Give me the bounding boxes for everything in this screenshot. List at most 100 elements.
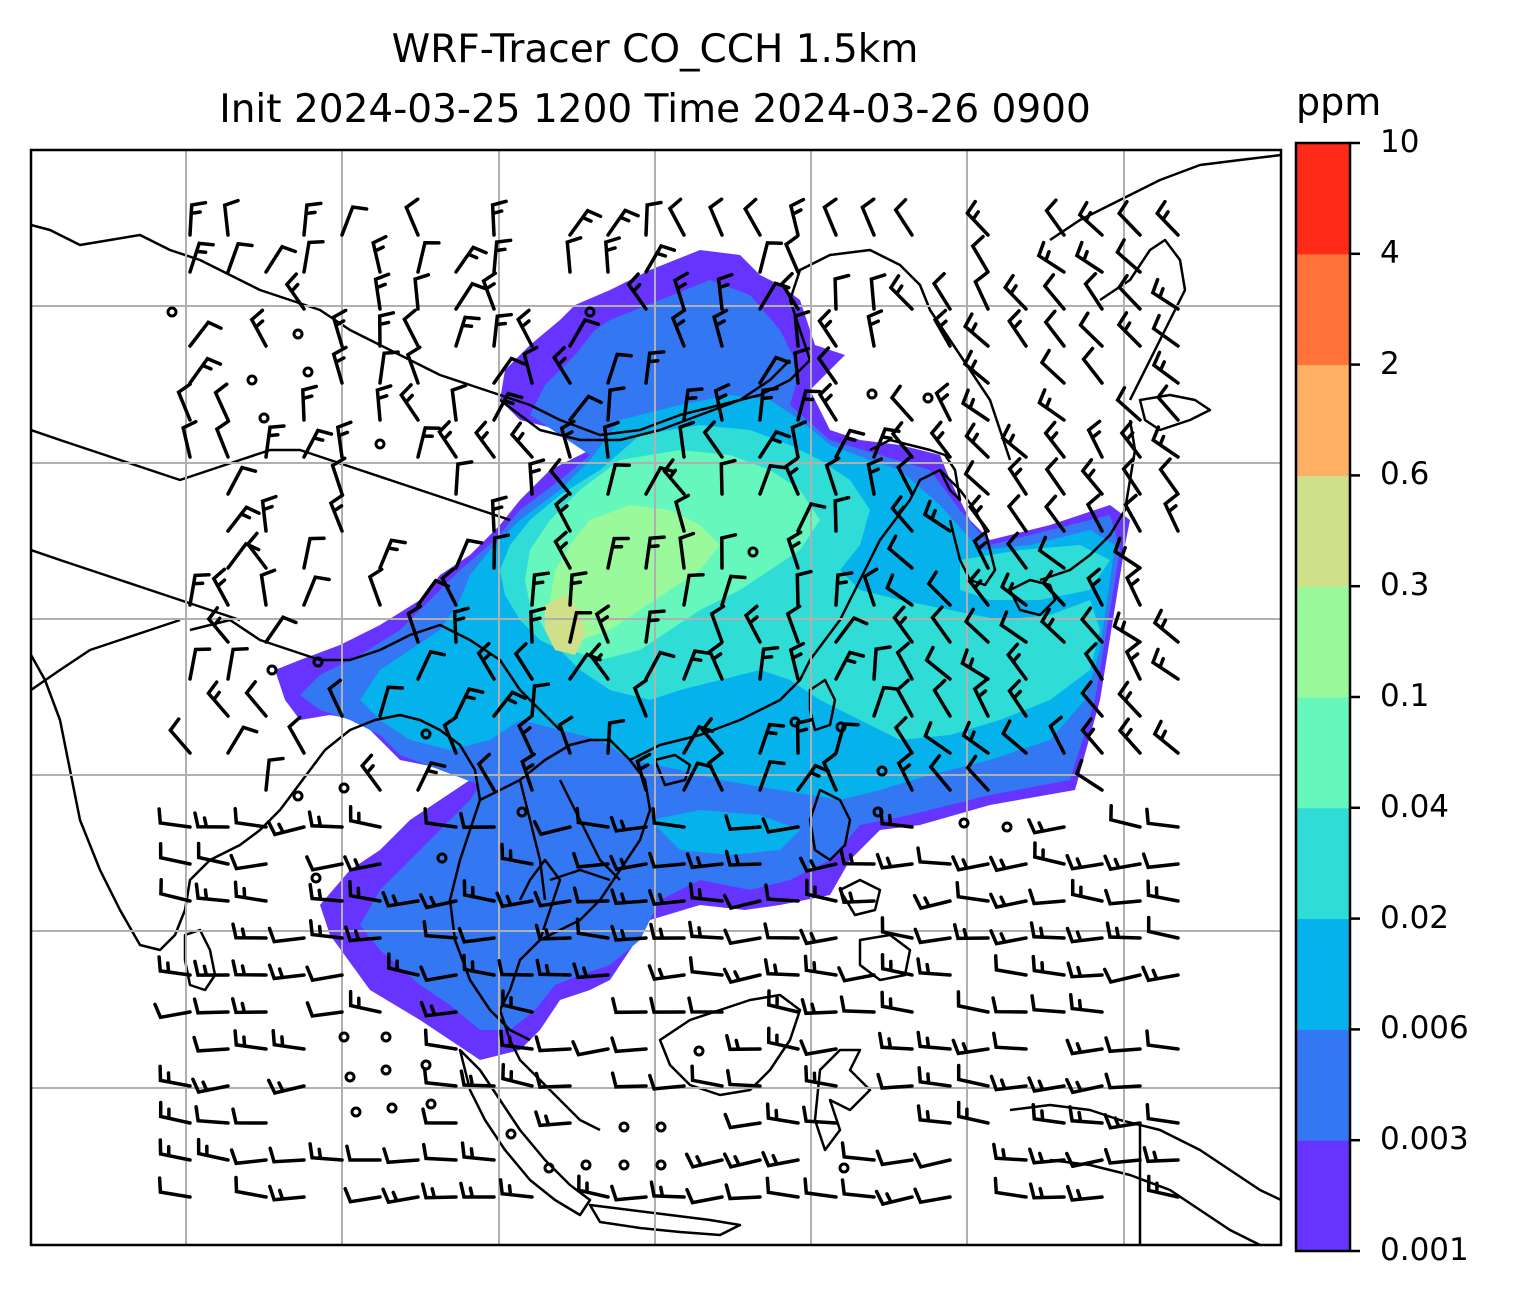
wind-barb (880, 916, 914, 940)
wind-barb (305, 855, 344, 872)
colorbar-tick-label: 0.04 (1380, 788, 1450, 825)
wind-barb (226, 465, 258, 496)
wind-barb (893, 198, 914, 237)
border-myanmar-thai (518, 779, 547, 901)
wind-barb (267, 963, 306, 981)
wind-barb (1119, 420, 1142, 459)
wind-barb (972, 530, 990, 570)
wind-barb (300, 384, 319, 422)
wind-barb (742, 197, 762, 237)
wind-barb (234, 1175, 268, 1199)
wind-barb (803, 954, 838, 977)
wind-barb (952, 923, 990, 941)
wind-barb (992, 1142, 1028, 1162)
map-frame (29, 148, 1283, 1247)
calm-wind-marker (505, 1128, 517, 1140)
calm-wind-marker (543, 1162, 555, 1174)
wind-barb (214, 419, 231, 459)
colorbar-segment (1296, 586, 1350, 698)
coast-sulawesi (813, 1048, 872, 1152)
wind-barb (378, 685, 405, 718)
wind-barb (459, 1069, 496, 1088)
wind-barb (1031, 1103, 1066, 1125)
wind-barb (194, 882, 230, 903)
colorbar-tick-label: 10 (1380, 124, 1420, 160)
calm-wind-marker (302, 366, 314, 378)
wind-barb (371, 234, 388, 274)
wind-barb (687, 996, 724, 1014)
wind-barb (498, 1178, 534, 1199)
wind-barb (568, 317, 601, 348)
wind-barb (344, 925, 382, 943)
wind-barb (670, 308, 687, 348)
coast-gulf-thailand (518, 858, 562, 941)
wind-barb (1116, 199, 1142, 237)
wind-barb (1027, 818, 1066, 835)
wind-barb (1048, 715, 1066, 755)
wind-barb (682, 724, 715, 755)
calm-wind-marker (1001, 821, 1013, 833)
wind-barb (989, 929, 1028, 946)
wind-barb (1080, 717, 1104, 755)
wind-barb (866, 309, 884, 348)
wind-barb (459, 1181, 496, 1199)
wind-barb (1141, 852, 1180, 870)
wind-barb (302, 575, 331, 607)
wind-barb (188, 320, 223, 348)
wind-barb (454, 281, 488, 311)
wind-barb (651, 807, 686, 829)
wind-barb (421, 1107, 458, 1125)
wind-barb (416, 426, 441, 459)
wind-barb (989, 855, 1028, 873)
wind-barb (343, 855, 382, 872)
wind-barb (889, 384, 914, 422)
wind-barb (1146, 1174, 1180, 1199)
wind-barb (305, 1001, 344, 1018)
wind-barb (421, 1142, 458, 1162)
colorbar-tick-label: 0.001 (1380, 1232, 1469, 1268)
wind-barb (1077, 200, 1104, 237)
wind-barb (530, 682, 551, 718)
wind-barb (340, 205, 369, 237)
wind-barb (492, 690, 527, 718)
wind-barb (422, 919, 458, 940)
wind-barb (1028, 1182, 1066, 1200)
wind-barb (837, 966, 876, 983)
wind-barb (158, 841, 192, 866)
wind-barb (348, 989, 382, 1014)
wind-barb (1151, 350, 1180, 385)
wind-barb (416, 241, 441, 274)
coast-japan-kyushu (1008, 578, 1057, 617)
wind-barb (610, 888, 648, 906)
wind-barb (264, 424, 286, 459)
coast-korea (939, 469, 997, 587)
wind-barb (632, 678, 649, 718)
wind-barb (785, 604, 802, 644)
wind-barb (534, 1110, 572, 1128)
wind-barb (1123, 493, 1142, 533)
wind-barb (816, 346, 838, 385)
wind-barb (188, 200, 208, 237)
border-central-asia (31, 428, 511, 522)
shade-level-03 (545, 595, 585, 655)
wind-barb (1041, 569, 1066, 607)
wind-barb (609, 815, 648, 833)
wind-barb (722, 1152, 762, 1169)
wind-barb (758, 355, 791, 385)
wind-barb (896, 752, 914, 792)
colorbar-tick-label: 0.003 (1380, 1121, 1469, 1158)
colorbar-segment (1296, 1140, 1350, 1252)
wind-barb (702, 420, 724, 459)
wind-barb (565, 236, 583, 274)
wind-barb (1033, 841, 1066, 866)
wind-barb (193, 959, 230, 977)
wind-barb (648, 851, 686, 869)
calm-wind-marker (380, 1064, 392, 1076)
colorbar-tick-label: 0.02 (1380, 899, 1450, 936)
wind-barb (535, 958, 572, 977)
wind-barb (492, 356, 527, 385)
wind-barb (799, 928, 838, 946)
wind-barb (348, 804, 382, 829)
wind-barb (874, 1189, 914, 1207)
wind-barb (719, 458, 737, 496)
